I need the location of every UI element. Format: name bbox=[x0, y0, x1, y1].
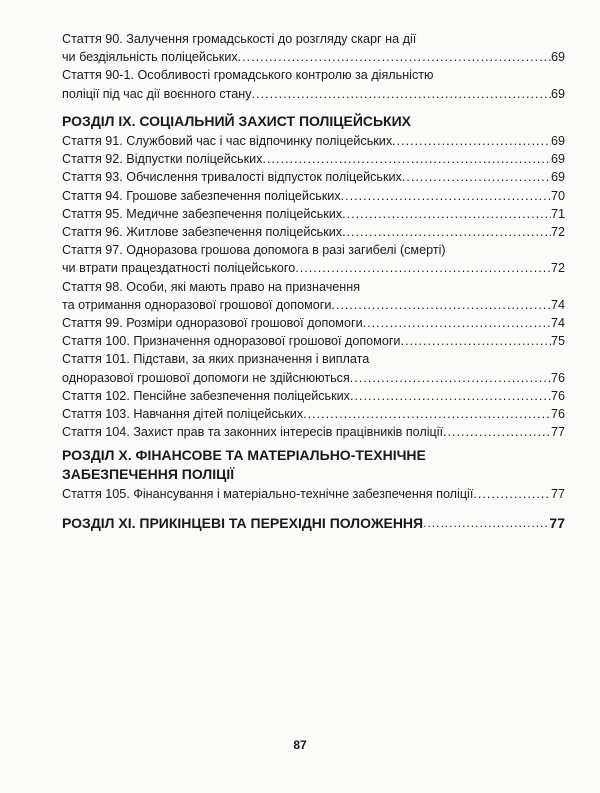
dot-leader bbox=[423, 515, 549, 531]
toc-entry-title: поліції під час дії воєнного стану bbox=[62, 86, 252, 101]
toc-page-number: 69 bbox=[550, 50, 565, 65]
toc-page-number: 69 bbox=[550, 170, 565, 185]
dot-leader bbox=[342, 224, 551, 240]
toc-entry: одноразової грошової допомоги не здійсню… bbox=[62, 370, 565, 386]
toc-entry: Стаття 91. Службовий час і час відпочинк… bbox=[62, 133, 565, 149]
dot-leader bbox=[400, 333, 551, 349]
toc-section-heading: РОЗДІЛ XI. ПРИКІНЦЕВІ ТА ПЕРЕХІДНІ ПОЛОЖ… bbox=[62, 515, 565, 531]
toc-entry-title: Стаття 91. Службовий час і час відпочинк… bbox=[62, 134, 393, 148]
dot-leader bbox=[473, 486, 551, 502]
toc-entry-title: Стаття 93. Обчислення тривалості відпуст… bbox=[62, 170, 402, 185]
toc-entry-title: РОЗДІЛ XI. ПРИКІНЦЕВІ ТА ПЕРЕХІДНІ ПОЛОЖ… bbox=[62, 515, 424, 531]
toc-section-heading: РОЗДІЛ X. ФІНАНСОВЕ ТА МАТЕРІАЛЬНО-ТЕХНІ… bbox=[62, 447, 565, 463]
toc-entry: Стаття 94. Грошове забезпечення поліцейс… bbox=[62, 188, 565, 204]
dot-leader bbox=[392, 133, 551, 149]
dot-leader bbox=[341, 188, 551, 204]
toc-entry-title: Стаття 102. Пенсійне забезпечення поліце… bbox=[62, 388, 350, 403]
toc-page-number: 71 bbox=[550, 206, 565, 221]
toc-entry-title: Стаття 94. Грошове забезпечення поліцейс… bbox=[62, 188, 341, 203]
toc-page-number: 75 bbox=[550, 334, 565, 349]
toc-page-number: 74 bbox=[550, 316, 565, 330]
toc-entry: Стаття 90-1. Особливості громадського ко… bbox=[62, 67, 565, 83]
toc-page-number: 72 bbox=[550, 261, 565, 276]
page-number: 87 bbox=[293, 738, 307, 752]
toc-page-number: 76 bbox=[550, 407, 565, 421]
toc-entry: чи бездіяльність поліцейських 69 bbox=[62, 49, 565, 65]
toc-entry-title: РОЗДІЛ IX. СОЦІАЛЬНИЙ ЗАХИСТ ПОЛІЦЕЙСЬКИ… bbox=[62, 112, 412, 129]
dot-leader bbox=[363, 315, 551, 331]
toc-entry-title: та отримання одноразової грошової допомо… bbox=[62, 297, 332, 312]
toc-entry-title: ЗАБЕЗПЕЧЕННЯ ПОЛІЦІЇ bbox=[62, 465, 235, 482]
toc-entry-title: одноразової грошової допомоги не здійсню… bbox=[62, 370, 350, 385]
toc-entry: чи втрати працездатності поліцейського 72 bbox=[62, 260, 565, 276]
toc-entry-title: Стаття 98. Особи, які мають право на при… bbox=[62, 279, 361, 294]
toc-entry: та отримання одноразової грошової допомо… bbox=[62, 297, 565, 313]
toc-entry-title: Стаття 96. Житлове забезпечення поліцейс… bbox=[62, 225, 343, 239]
toc-entry: Стаття 104. Захист прав та законних інте… bbox=[62, 424, 565, 440]
toc-entry: Стаття 105. Фінансування і матеріально-т… bbox=[62, 486, 565, 502]
toc-entry-title: Стаття 99. Розміри одноразової грошової … bbox=[62, 316, 363, 330]
toc-entry-title: Стаття 95. Медичне забезпечення поліцейс… bbox=[62, 206, 343, 221]
toc-entry: Стаття 100. Призначення одноразової грош… bbox=[62, 333, 565, 349]
toc-page-number: 77 bbox=[549, 515, 565, 531]
toc-page-number: 69 bbox=[550, 152, 565, 167]
toc-entry-title: РОЗДІЛ X. ФІНАНСОВЕ ТА МАТЕРІАЛЬНО-ТЕХНІ… bbox=[62, 447, 426, 464]
toc-entry-title: Стаття 103. Навчання дітей поліцейських bbox=[62, 407, 304, 421]
dot-leader bbox=[331, 297, 551, 313]
toc-entry: Стаття 92. Відпустки поліцейських 69 bbox=[62, 151, 565, 167]
toc-entry-title: Стаття 92. Відпустки поліцейських bbox=[62, 152, 263, 167]
toc-entry-title: Стаття 101. Підстави, за яких призначенн… bbox=[62, 352, 370, 367]
dot-leader bbox=[262, 151, 551, 167]
toc-entry: Стаття 101. Підстави, за яких призначенн… bbox=[62, 351, 565, 367]
toc-entry-title: Стаття 105. Фінансування і матеріально-т… bbox=[62, 486, 474, 501]
toc-entry-title: Стаття 97. Одноразова грошова допомога в… bbox=[62, 243, 446, 258]
dot-leader bbox=[303, 406, 551, 422]
dot-leader bbox=[402, 169, 551, 185]
toc-entry-title: Стаття 90-1. Особливості громадського ко… bbox=[62, 68, 434, 83]
dot-leader bbox=[238, 49, 551, 65]
toc-page-number: 77 bbox=[550, 425, 565, 440]
toc-entry: Стаття 96. Житлове забезпечення поліцейс… bbox=[62, 224, 565, 240]
toc-entry: Стаття 93. Обчислення тривалості відпуст… bbox=[62, 169, 565, 185]
toc-section-heading: ЗАБЕЗПЕЧЕННЯ ПОЛІЦІЇ bbox=[62, 466, 565, 482]
dot-leader bbox=[443, 424, 551, 440]
toc-page-number: 74 bbox=[550, 297, 565, 312]
toc-page-number: 69 bbox=[550, 86, 565, 101]
toc-section-heading: РОЗДІЛ IX. СОЦІАЛЬНИЙ ЗАХИСТ ПОЛІЦЕЙСЬКИ… bbox=[62, 113, 565, 129]
dot-leader bbox=[350, 370, 551, 386]
toc-page-number: 76 bbox=[550, 370, 565, 385]
toc-entry: Стаття 103. Навчання дітей поліцейських 7… bbox=[62, 406, 565, 422]
toc-entry-title: чи втрати працездатності поліцейського bbox=[62, 261, 296, 276]
toc-entry: Стаття 99. Розміри одноразової грошової … bbox=[62, 315, 565, 331]
toc-entry: Стаття 102. Пенсійне забезпечення поліце… bbox=[62, 388, 565, 404]
toc-page-number: 69 bbox=[550, 134, 565, 148]
dot-leader bbox=[350, 388, 551, 404]
toc-entry-title: Стаття 90. Залучення громадськості до ро… bbox=[62, 32, 417, 46]
toc-entry: Стаття 97. Одноразова грошова допомога в… bbox=[62, 242, 565, 258]
toc-entry-title: Стаття 100. Призначення одноразової грош… bbox=[62, 334, 401, 349]
dot-leader bbox=[252, 86, 551, 102]
toc-page-number: 77 bbox=[550, 486, 565, 501]
toc-entry: Стаття 98. Особи, які мають право на при… bbox=[62, 279, 565, 295]
dot-leader bbox=[342, 206, 551, 222]
toc-entry: поліції під час дії воєнного стану 69 bbox=[62, 86, 565, 102]
toc-page-number: 72 bbox=[550, 225, 565, 239]
toc-entry: Стаття 95. Медичне забезпечення поліцейс… bbox=[62, 206, 565, 222]
toc-entry-title: Стаття 104. Захист прав та законних інте… bbox=[62, 425, 444, 440]
toc-entry-title: чи бездіяльність поліцейських bbox=[62, 50, 238, 65]
toc-page-number: 76 bbox=[550, 388, 565, 403]
toc-entry: Стаття 90. Залучення громадськості до ро… bbox=[62, 31, 565, 47]
toc-page-number: 70 bbox=[550, 188, 565, 203]
dot-leader bbox=[295, 260, 551, 276]
